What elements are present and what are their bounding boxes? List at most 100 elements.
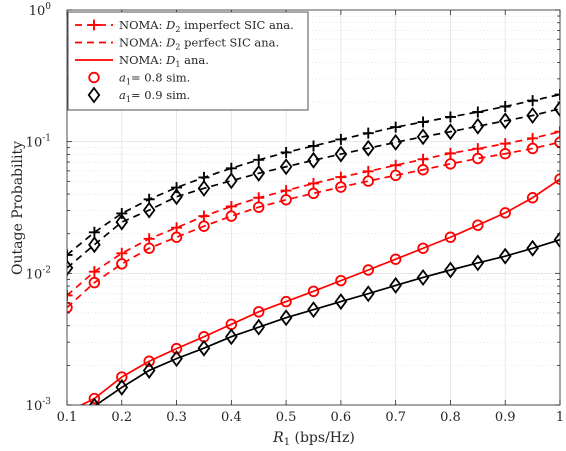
data-point [170,342,183,355]
legend-subscript: 1 [175,60,180,69]
y-tick-exponent: -2 [42,265,51,275]
data-point [171,182,183,194]
data-point [472,219,484,231]
data-point [526,192,539,204]
data-point [526,239,539,257]
data-point [170,350,183,368]
data-point [444,261,457,279]
data-point [116,247,128,259]
legend-suffix: = 0.8 sim. [131,71,190,85]
data-point [252,318,266,336]
data-point [279,158,293,176]
data-point [389,253,402,265]
series-5 [67,89,560,261]
data-point [498,247,512,265]
series-group [67,89,560,405]
legend-symbol: D [165,36,175,50]
y-axis-label: Outage Probability [10,141,26,275]
data-point [142,201,156,219]
y-tick-base: 10 [26,136,43,151]
x-tick-label: 0.1 [57,410,78,425]
legend-entry-label: a1= 0.8 sim. [119,71,190,87]
data-point [142,361,156,379]
data-point [279,309,293,327]
data-point [143,193,155,205]
data-point [416,268,430,286]
x-tick-label: 1 [556,410,564,425]
y-tick-label: 10-2 [26,265,51,282]
legend-symbol: a [119,88,126,102]
series-line [79,178,560,405]
legend-marker [88,71,100,84]
y-tick-base: 10 [29,4,46,19]
data-point [197,339,211,357]
data-point [253,192,265,204]
data-point [444,111,456,123]
legend: NOMA: D2 imperfect SIC ana. NOMA: D2 perf… [67,11,309,111]
legend-prefix: NOMA: [119,53,166,67]
data-point [280,185,292,197]
y-tick-exponent: 0 [45,2,51,12]
data-point [198,171,210,183]
series-4 [67,100,560,277]
data-point [554,136,560,148]
data-point [88,236,101,254]
data-point [143,233,155,245]
data-point [417,242,429,254]
data-point [554,126,560,138]
data-point [197,179,211,197]
data-point [471,117,485,135]
legend-subscript: 2 [175,43,180,52]
data-point [67,259,74,277]
data-point [334,145,348,163]
legend-entry-label: NOMA: D1 ana. [119,53,209,69]
data-point [444,231,457,243]
data-point [198,210,210,222]
data-point [88,397,100,405]
legend-symbol: a [119,71,126,85]
data-point [115,213,129,231]
series-3 [67,126,560,301]
data-point [361,139,375,157]
data-point [472,143,484,155]
data-point [308,140,319,152]
data-point [526,107,539,125]
x-tick-label: 0.9 [495,410,516,425]
y-tick-base: 10 [26,399,43,414]
data-point [143,355,155,367]
legend-subscript: 1 [126,78,131,87]
x-tick-label: 0.6 [331,410,352,425]
data-point [417,164,429,176]
x-tick-label: 0.4 [221,410,242,425]
data-point [471,254,485,272]
data-point [499,138,511,150]
data-point [417,116,429,128]
data-point [307,285,320,298]
legend-entry-label: NOMA: D2 perfect SIC ana. [119,36,279,52]
data-point [444,158,457,170]
data-point [527,132,539,144]
legend-entry-label: NOMA: D2 imperfect SIC ana. [119,18,294,34]
data-point [390,159,402,171]
data-point [225,200,237,212]
legend-symbol: D [165,53,175,67]
data-point [362,264,374,276]
series-line [94,238,560,405]
data-point [225,328,238,346]
x-tick-label: 0.2 [111,410,132,425]
data-point [88,276,101,289]
data-point [252,164,266,182]
legend-subscript: 1 [126,95,131,104]
y-tick-label: 10-3 [26,397,52,414]
legend-suffix: = 0.9 sim. [131,88,190,102]
data-point [335,133,347,145]
series-1 [88,231,560,405]
data-point [307,301,320,319]
data-point [417,153,429,165]
data-point [308,177,319,189]
y-tick-label: 10-1 [26,134,51,151]
data-point [499,207,511,219]
data-point [416,128,430,146]
legend-symbol: D [165,18,175,32]
